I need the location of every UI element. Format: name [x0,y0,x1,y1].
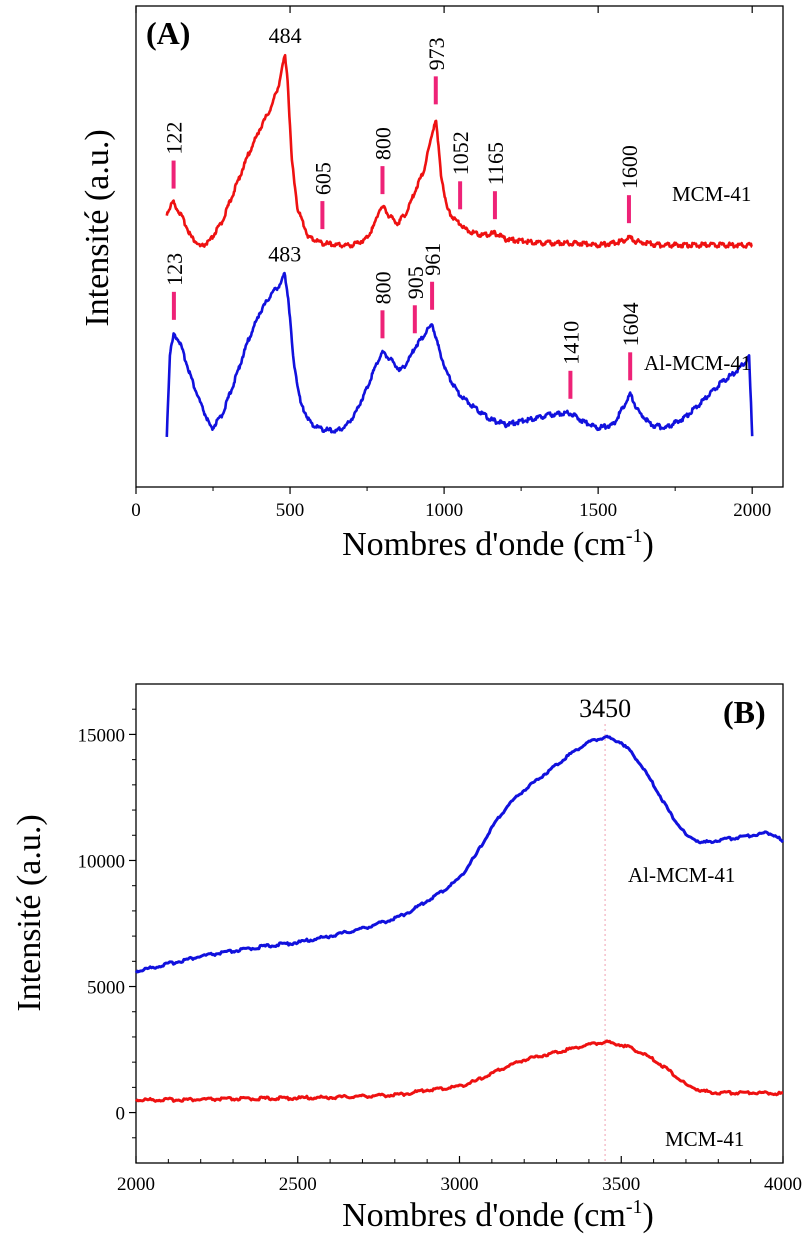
panel-b-y-ticks: 0 5000 10000 15000 [78,708,136,1139]
panel-b-x-tick-label: 3500 [602,1174,640,1195]
panel-a-peak-label: 1052 [448,131,473,175]
panel-a-x-tick-label: 2000 [733,500,771,521]
panel-b-series-label-al-mcm41: Al-MCM-41 [628,863,735,887]
panel-a-x-tick-label: 0 [131,500,141,521]
panel-a-x-tick-label: 1000 [425,500,463,521]
panel-a-peak-label: 961 [420,243,445,276]
panel-a-series-lines [165,53,754,437]
panel-a-x-axis-title-main: Nombres d'onde (cm [342,526,626,563]
panel-a-x-ticks: 0 500 1000 1500 2000 [131,6,771,521]
panel-a-peak-label: 1604 [618,302,643,346]
panel-b-x-axis-title-close: ) [643,1197,654,1234]
panel-a-peak-label: 483 [268,241,301,266]
panel-b-tag: (B) [723,694,766,730]
panel-a-peak-label: 122 [162,122,187,155]
panel-a-x-axis-title-sup: -1 [626,525,643,547]
panel-b-y-tick-label: 5000 [87,978,125,999]
panel-a-peak-label: 973 [424,37,449,70]
panel-a-peak-label: 123 [162,253,187,286]
panel-a-peak-label: 800 [370,127,395,160]
panel-a-peak-label: 800 [370,271,395,304]
panel-b-reference-label: 3450 [579,694,631,723]
panel-a-series-label-mcm41: MCM-41 [672,182,751,206]
panel-a-series-line-al-mcm41 [165,271,754,437]
panel-b-x-ticks: 2000 2500 3000 3500 4000 [117,1156,802,1195]
panel-b-x-tick-label: 2500 [279,1174,317,1195]
panel-a-y-axis-title: Intensité (a.u.) [79,129,116,326]
panel-b-series-lines [134,734,785,1103]
panel-b-series-label-mcm41: MCM-41 [665,1127,744,1151]
panel-a-peak-label: 605 [310,162,335,195]
panel-a-series-line-mcm41 [165,53,753,249]
panel-b-x-axis-title-main: Nombres d'onde (cm [342,1197,626,1234]
panel-a-tag: (A) [146,15,190,51]
panel-b-x-tick-label: 3000 [441,1174,479,1195]
panel-a-peak-label: 1600 [617,145,642,189]
panel-a-peak-label: 1410 [558,321,583,365]
panel-a-plot-frame [135,5,784,488]
panel-a-peak-label: 1165 [483,142,508,185]
panel-a-peak-label: 484 [269,23,302,48]
panel-a-peak-label: 905 [403,266,428,299]
panel-b-chart: 3450 2000 2500 3000 3500 4000 0 5000 10000 1500… [11,683,802,1234]
panel-b-x-tick-label: 2000 [117,1174,155,1195]
panel-b-plot-frame [135,683,784,1164]
panel-b-series-line-mcm41 [134,1039,784,1103]
panel-a-x-tick-label: 1500 [579,500,617,521]
panel-a-peak-markers: 122 484 605 800 973 1052 1165 1600 123 483 800 9059… [162,23,643,399]
panel-b-x-axis-title: Nombres d'onde (cm-1) [342,1196,654,1234]
panel-b-y-tick-label: 15000 [78,725,126,746]
panel-b-y-tick-label: 10000 [78,851,126,872]
panel-b-x-axis-title-sup: -1 [626,1196,643,1218]
panel-b-y-axis-title: Intensité (a.u.) [11,814,48,1011]
panel-a-x-axis-title-close: ) [643,526,654,563]
panel-b-x-tick-label: 4000 [764,1174,802,1195]
panel-a-chart: 122 484 605 800 973 1052 1165 1600 123 483 800 9059… [79,5,784,563]
panel-b-y-tick-label: 0 [116,1104,126,1125]
panel-a-x-tick-label: 500 [276,500,305,521]
panel-a-x-axis-title: Nombres d'onde (cm-1) [342,525,654,563]
panel-b-series-line-al-mcm41 [134,734,785,974]
panel-a-series-label-al-mcm41: Al-MCM-41 [644,351,751,375]
